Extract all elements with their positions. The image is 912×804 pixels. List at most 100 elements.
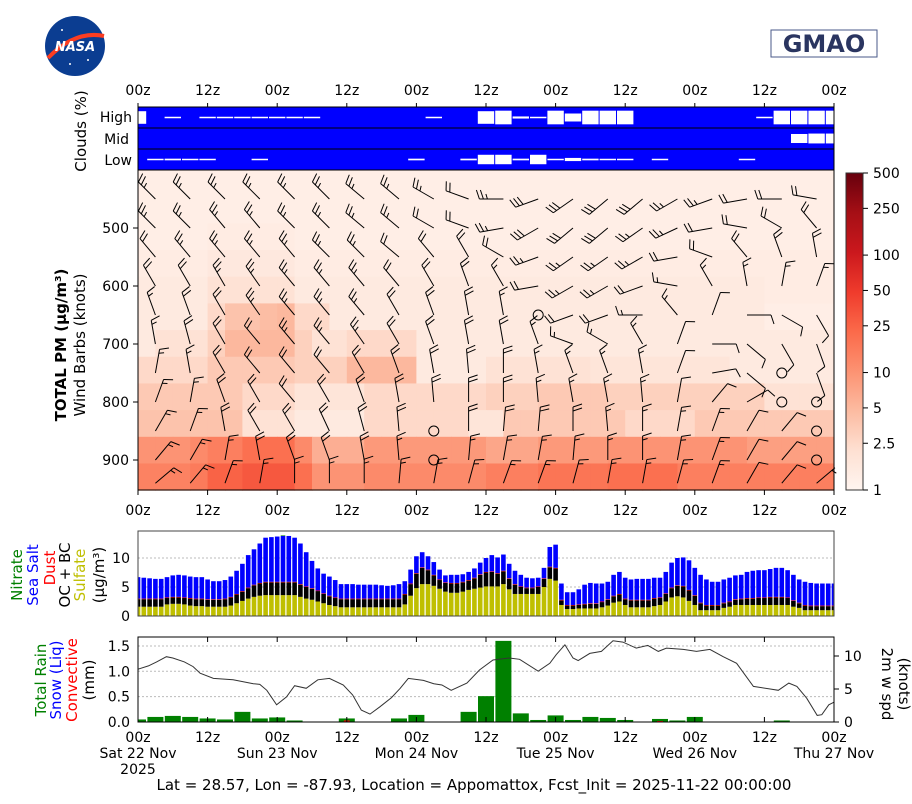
aerosol-bar-sulfate <box>785 604 790 616</box>
precip-bar-total-rain <box>138 719 146 722</box>
wind-barb <box>212 286 226 316</box>
wind-barb <box>396 431 406 461</box>
aerosol-bar-dust <box>454 582 460 584</box>
pm-cell <box>277 356 296 384</box>
wind-barb <box>394 373 405 403</box>
precip-bar-total-rain <box>773 720 790 722</box>
wind-barb <box>545 256 574 272</box>
wind-barb-flag <box>621 203 631 210</box>
wind-barb-shaft <box>781 262 787 287</box>
pm-cell <box>207 250 226 278</box>
wind-barb-half-flag <box>493 264 498 270</box>
top-tick-label: 00z <box>682 83 707 99</box>
pm-cell <box>712 303 731 331</box>
pm-cell <box>573 223 591 251</box>
wind-barb-flag <box>150 315 160 321</box>
calm-wind-circle <box>532 309 544 321</box>
middle-time-axis: 00z 12z 00z 12z 00z 12z 00z 12z 00z 12z 00z <box>125 490 847 519</box>
wind-barb <box>259 457 274 484</box>
clouds-panel: High Mid Low Clouds (%) <box>72 90 835 172</box>
wind-barb-half-flag <box>249 211 253 217</box>
wind-barb-flag <box>247 402 255 411</box>
wind-barb-half-flag <box>193 381 199 383</box>
pm-cell <box>259 170 278 198</box>
pm-cell <box>799 196 818 224</box>
wind-barb-shaft <box>345 183 365 200</box>
wind-barb-flag <box>246 204 253 213</box>
wind-barb-flag <box>313 288 320 297</box>
date-label: Sun 23 Nov <box>237 746 318 762</box>
pm-cell <box>433 276 452 304</box>
pm-cell <box>416 170 435 198</box>
wind-barb-flag <box>420 233 427 242</box>
aerosol-bar-sea-salt <box>437 569 442 580</box>
wind-barb-flag <box>380 203 385 213</box>
aerosol-bar-sea-salt <box>738 574 744 599</box>
wind-barb-half-flag <box>541 439 547 441</box>
aerosol-bar-oc-bc <box>483 572 489 587</box>
wind-barb-flag <box>642 403 652 408</box>
wind-barb-flag <box>683 199 691 208</box>
pm-cell <box>277 463 296 491</box>
wind-barb-flag <box>247 261 255 270</box>
pm-cell <box>207 170 226 198</box>
wind-barb-flag <box>314 234 320 244</box>
wind-barb-flag <box>359 431 369 437</box>
pm-cell <box>381 356 400 384</box>
wind-barb-flag <box>503 345 513 350</box>
wind-barb-flag <box>263 457 274 461</box>
wind-barb-shaft <box>781 314 803 328</box>
pm-cell <box>573 356 591 384</box>
wind-barb-flag <box>217 376 226 384</box>
pm-cell <box>486 223 504 251</box>
pm-cell <box>642 250 661 278</box>
aerosol-bar-sulfate <box>437 588 442 616</box>
wind-barb-flag <box>430 348 439 354</box>
pm-cell <box>468 436 487 464</box>
pm-cell <box>242 196 261 224</box>
wind-barb <box>544 285 574 299</box>
wind-barb-flag <box>758 409 769 413</box>
wind-barb <box>224 434 239 461</box>
wind-barb-flag <box>466 344 476 350</box>
wind-barb-shaft <box>676 436 683 461</box>
wind-barb <box>640 373 650 403</box>
wind-barb <box>313 288 330 316</box>
wind-barb <box>502 434 518 461</box>
wind-barb-shaft <box>515 256 539 266</box>
wind-barb <box>386 286 400 316</box>
pm-cell <box>451 276 470 304</box>
wind-barb <box>509 280 539 291</box>
aerosol-bar-oc-bc <box>321 593 326 604</box>
cloud-low-cell <box>651 158 669 161</box>
pm-cell <box>346 436 365 464</box>
wind-barb <box>781 464 807 484</box>
cloud-high-cell <box>599 110 616 125</box>
pm-cell <box>816 223 835 251</box>
wind-barb <box>412 206 435 229</box>
pm-cell <box>451 330 470 358</box>
pm-cell <box>242 410 261 438</box>
aerosol-bar-sulfate <box>570 609 576 616</box>
aerosol-bar-oc-bc <box>263 582 268 596</box>
mid-tick-label: 12z <box>752 503 777 519</box>
aerosol-axis-label-line: OC + BC <box>56 543 74 608</box>
pm-cell <box>399 223 417 251</box>
aerosol-bar-dust <box>222 598 228 600</box>
wind-barb-flag <box>255 431 265 437</box>
wind-barb <box>580 256 609 272</box>
wind-barb <box>760 206 783 229</box>
wind-barb <box>711 407 730 432</box>
wind-barb <box>278 346 295 374</box>
wind-barb-flag <box>280 205 286 215</box>
wind-barb-flag <box>456 228 464 237</box>
wind-barb <box>294 455 304 484</box>
wind-barb-shaft <box>150 320 156 345</box>
wind-barb-half-flag <box>386 212 390 218</box>
pm-cell <box>625 276 644 304</box>
pm-cell <box>781 250 800 278</box>
aerosol-bar-dust <box>611 595 616 597</box>
wind-barb-flag <box>800 201 807 210</box>
